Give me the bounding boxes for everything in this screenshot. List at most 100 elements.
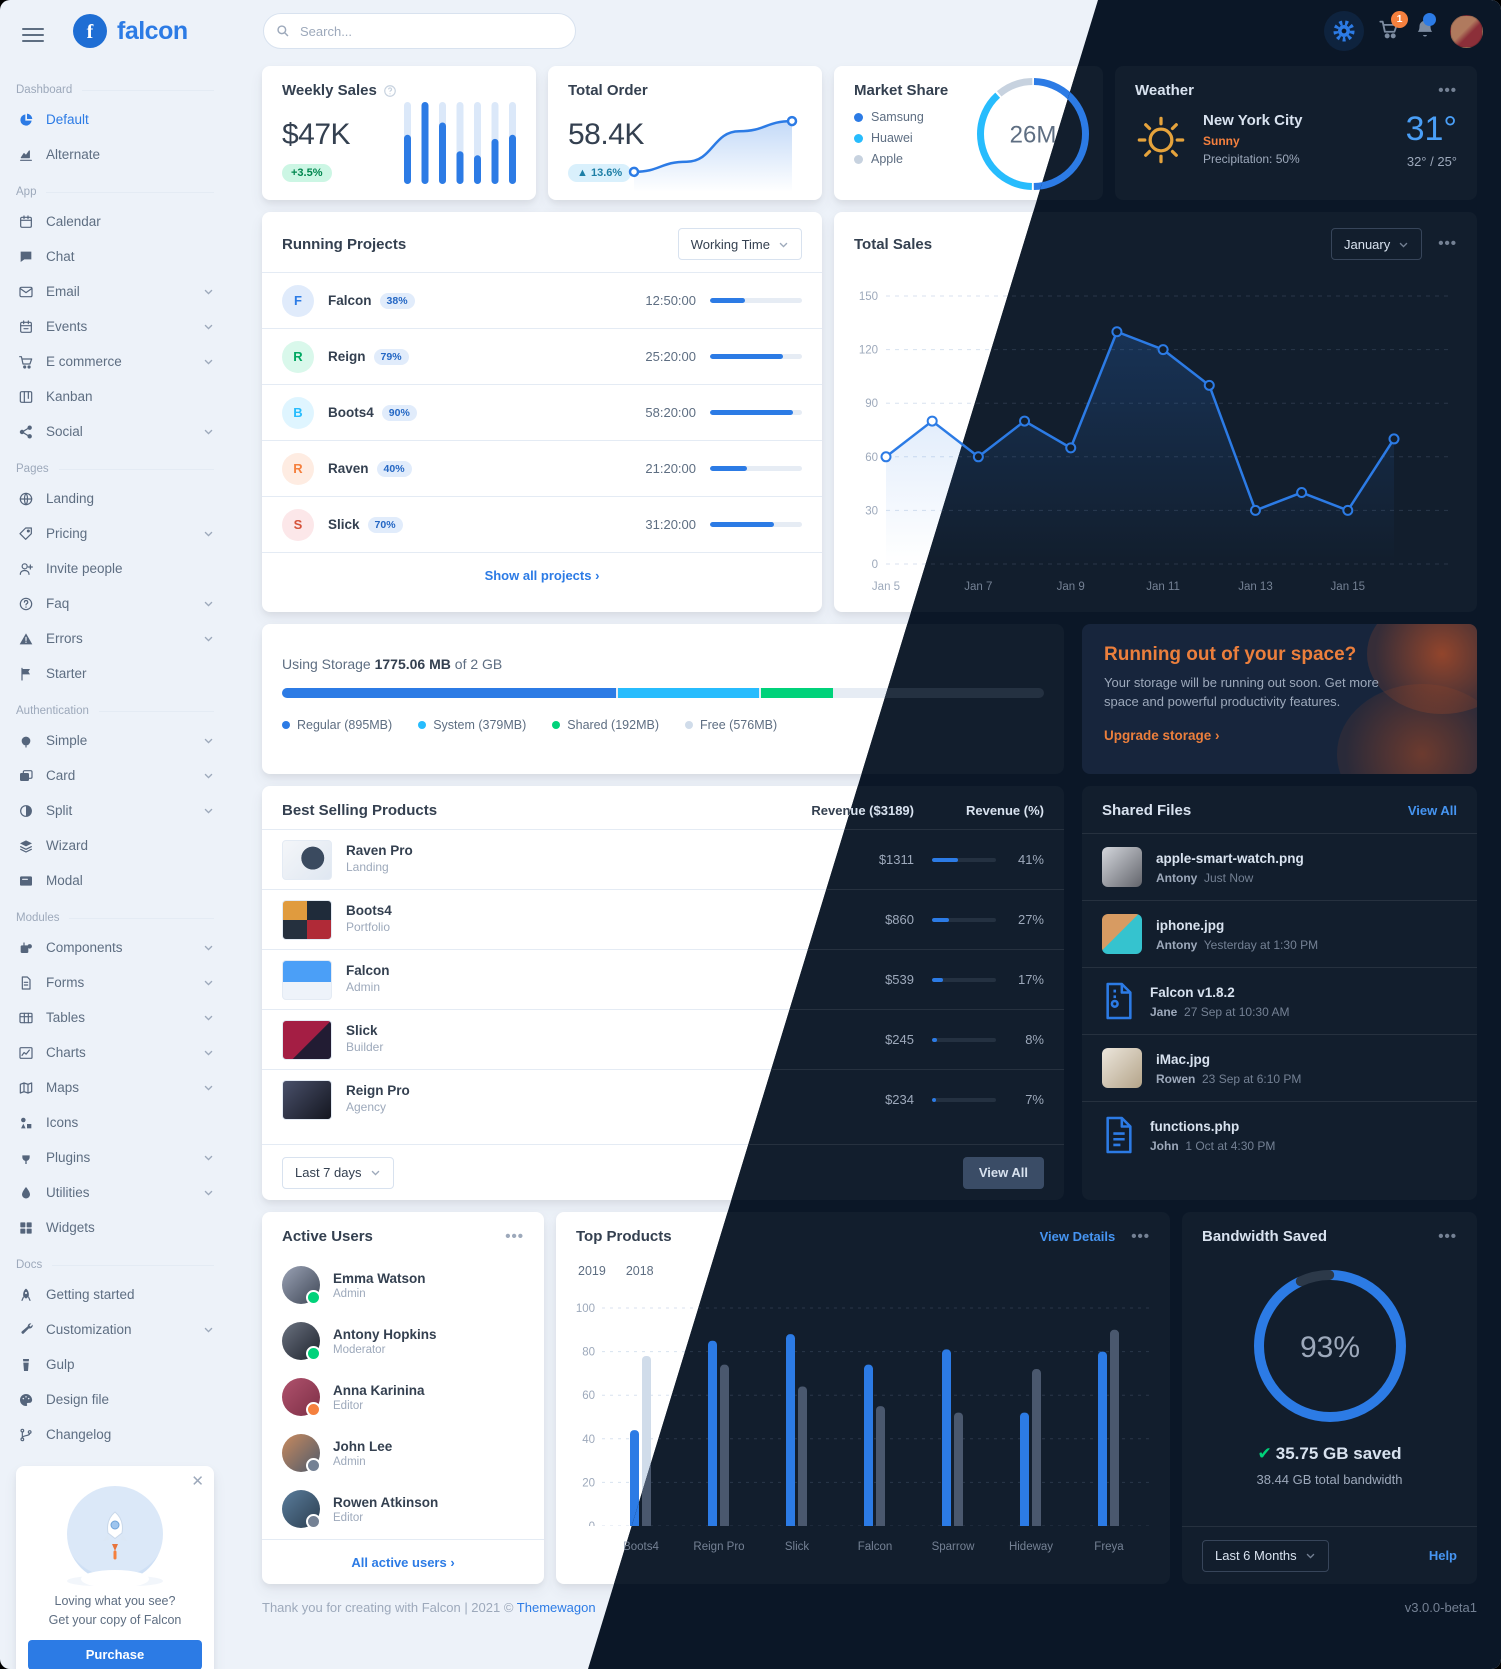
sidebar-item-starter[interactable]: Starter bbox=[16, 656, 214, 691]
sidebar-item-alternate[interactable]: Alternate bbox=[16, 137, 214, 172]
sidebar-item-gulp[interactable]: Gulp bbox=[16, 1347, 214, 1382]
chevron-down-icon bbox=[204, 359, 213, 365]
file-row-apple-smart-watch-png[interactable]: apple-smart-watch.png Antony Just Now bbox=[1082, 833, 1477, 900]
view-all-button[interactable]: View All bbox=[962, 1156, 1044, 1189]
project-progress-bar bbox=[710, 410, 802, 415]
file-row-imac-jpg[interactable]: iMac.jpg Rowen 23 Sep at 6:10 PM bbox=[1082, 1034, 1477, 1101]
svg-text:90: 90 bbox=[865, 398, 878, 410]
sidebar-item-card[interactable]: Card bbox=[16, 758, 214, 793]
sidebar-item-email[interactable]: Email bbox=[16, 274, 214, 309]
sidebar-item-plugins[interactable]: Plugins bbox=[16, 1140, 214, 1175]
sidebar-item-chat[interactable]: Chat bbox=[16, 239, 214, 274]
themewagon-link[interactable]: Themewagon bbox=[516, 1600, 596, 1615]
last-6-months-select[interactable]: Last 6 Months bbox=[1202, 1539, 1329, 1572]
sidebar-item-changelog[interactable]: Changelog bbox=[16, 1417, 214, 1452]
sidebar-item-maps[interactable]: Maps bbox=[16, 1070, 214, 1105]
project-row-raven[interactable]: R Raven 40% 21:20:00 bbox=[262, 440, 822, 496]
search-input[interactable] bbox=[263, 13, 576, 49]
sidebar-item-e-commerce[interactable]: E commerce bbox=[16, 344, 214, 379]
project-avatar: R bbox=[282, 340, 314, 373]
sidebar-item-modal[interactable]: Modal bbox=[16, 863, 214, 898]
project-row-reign[interactable]: R Reign 79% 25:20:00 bbox=[262, 328, 822, 384]
sidebar-item-errors[interactable]: Errors bbox=[16, 621, 214, 656]
sidebar-item-design-file[interactable]: Design file bbox=[16, 1382, 214, 1417]
sidebar-item-faq[interactable]: Faq bbox=[16, 586, 214, 621]
file-row-falcon-v1-8-2[interactable]: Falcon v1.8.2 Jane 27 Sep at 10:30 AM bbox=[1082, 967, 1477, 1034]
upgrade-title: Running out of your space? bbox=[1104, 644, 1357, 665]
circle-icon bbox=[21, 736, 31, 748]
falcon-logo[interactable]: f falcon bbox=[72, 13, 188, 49]
settings-gear-button[interactable] bbox=[1324, 11, 1364, 51]
last-7-days-select[interactable]: Last 7 days bbox=[282, 1156, 394, 1189]
product-thumbnail bbox=[282, 959, 332, 1000]
bandwidth-total-text: 38.44 GB total bandwidth bbox=[1256, 1472, 1403, 1487]
user-avatar bbox=[282, 1322, 321, 1361]
hamburger-menu-icon[interactable] bbox=[22, 24, 44, 46]
weekly-sales-bar-chart bbox=[404, 102, 516, 189]
sidebar-item-icons[interactable]: Icons bbox=[16, 1105, 214, 1140]
sidebar-item-components[interactable]: Components bbox=[16, 930, 214, 965]
help-circle-icon[interactable] bbox=[383, 84, 397, 98]
project-row-slick[interactable]: S Slick 70% 31:20:00 bbox=[262, 496, 822, 552]
sidebar-item-default[interactable]: Default bbox=[16, 102, 214, 137]
close-icon[interactable]: ✕ bbox=[191, 1473, 204, 1490]
sidebar-item-widgets[interactable]: Widgets bbox=[16, 1210, 214, 1245]
sidebar-item-charts[interactable]: Charts bbox=[16, 1035, 214, 1070]
help-link[interactable]: Help bbox=[1428, 1548, 1457, 1563]
project-time: 21:20:00 bbox=[645, 461, 696, 476]
file-row-functions-php[interactable]: functions.php John 1 Oct at 4:30 PM bbox=[1082, 1101, 1477, 1168]
more-options-icon[interactable]: ••• bbox=[1131, 1227, 1150, 1245]
sidebar-item-kanban[interactable]: Kanban bbox=[16, 379, 214, 414]
view-details-link[interactable]: View Details bbox=[1039, 1229, 1116, 1244]
sidebar-item-split[interactable]: Split bbox=[16, 793, 214, 828]
sidebar-item-social[interactable]: Social bbox=[16, 414, 214, 449]
sidebar-item-pricing[interactable]: Pricing bbox=[16, 516, 214, 551]
sidebar-item-wizard[interactable]: Wizard bbox=[16, 828, 214, 863]
project-row-boots4[interactable]: B Boots4 90% 58:20:00 bbox=[262, 384, 822, 440]
sidebar-item-events[interactable]: Events bbox=[16, 309, 214, 344]
upgrade-storage-link[interactable]: Upgrade storage › bbox=[1104, 728, 1220, 743]
weather-precipitation: Precipitation: 50% bbox=[1203, 152, 1300, 166]
sidebar-item-invite-people[interactable]: Invite people bbox=[16, 551, 214, 586]
card-title: Bandwidth Saved bbox=[1202, 1228, 1328, 1245]
sidebar-item-customization[interactable]: Customization bbox=[16, 1312, 214, 1347]
month-select[interactable]: January bbox=[1330, 228, 1423, 260]
user-avatar[interactable] bbox=[1450, 14, 1483, 48]
show-all-projects-link[interactable]: Show all projects › bbox=[484, 567, 600, 583]
more-options-icon[interactable]: ••• bbox=[1438, 235, 1457, 252]
file-icon bbox=[21, 975, 31, 990]
upgrade-storage-card: Running out of your space? Your storage … bbox=[1082, 624, 1477, 774]
sidebar-item-tables[interactable]: Tables bbox=[16, 1000, 214, 1035]
sidebar-item-calendar[interactable]: Calendar bbox=[16, 204, 214, 239]
more-options-icon[interactable]: ••• bbox=[1438, 1227, 1457, 1245]
cart-button[interactable]: 1 bbox=[1378, 10, 1408, 45]
sidebar-item-getting-started[interactable]: Getting started bbox=[16, 1277, 214, 1312]
notifications-button[interactable] bbox=[1414, 12, 1436, 45]
more-options-icon[interactable]: ••• bbox=[505, 1227, 524, 1245]
file-row-iphone-jpg[interactable]: iphone.jpg Antony Yesterday at 1:30 PM bbox=[1082, 900, 1477, 967]
purchase-button[interactable]: Purchase bbox=[28, 1639, 202, 1669]
working-time-select[interactable]: Working Time bbox=[677, 228, 802, 260]
file-meta: Jane 27 Sep at 10:30 AM bbox=[1150, 1004, 1290, 1019]
sidebar-item-utilities[interactable]: Utilities bbox=[16, 1175, 214, 1210]
product-name: Reign Pro bbox=[346, 1083, 410, 1098]
sidebar-item-landing[interactable]: Landing bbox=[16, 481, 214, 516]
sidebar-item-forms[interactable]: Forms bbox=[16, 965, 214, 1000]
svg-text:100: 100 bbox=[576, 1303, 595, 1315]
weekly-sales-value: $47K bbox=[282, 118, 351, 151]
files-view-all-link[interactable]: View All bbox=[1407, 803, 1457, 818]
project-row-falcon[interactable]: F Falcon 38% 12:50:00 bbox=[262, 272, 822, 328]
sidebar-item-simple[interactable]: Simple bbox=[16, 723, 214, 758]
more-options-icon[interactable]: ••• bbox=[1438, 81, 1457, 99]
all-active-users-link[interactable]: All active users › bbox=[351, 1554, 455, 1570]
sidebar-nav: Dashboard Default Alternate App Calendar… bbox=[0, 62, 230, 1669]
chevron-down-icon bbox=[371, 1170, 379, 1176]
